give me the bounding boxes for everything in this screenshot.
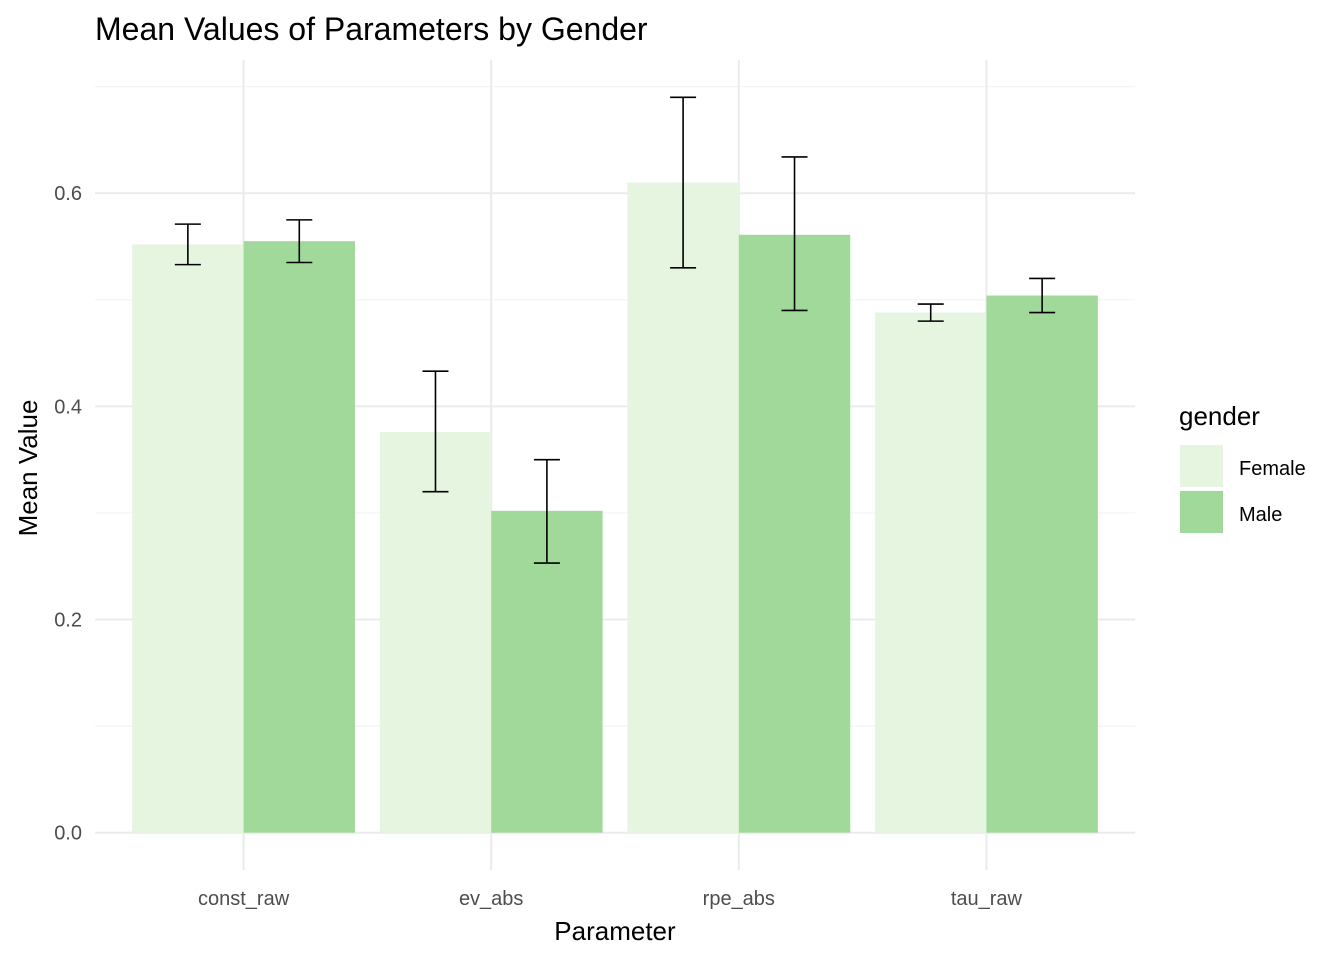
error-bar-female-ev-abs (422, 370, 449, 493)
y-tick-label: 0.4 (54, 396, 82, 418)
error-bar-male-const-raw (286, 219, 313, 264)
y-tick-label: 0.6 (54, 183, 82, 205)
bar-male-ev-abs (491, 510, 603, 833)
x-tick-label: ev_abs (459, 888, 524, 910)
legend: gender Female Male (1179, 401, 1306, 533)
y-tick-label: 0.2 (54, 610, 82, 632)
error-bar-male-rpe-abs (781, 156, 808, 312)
bar-female-rpe-abs (627, 182, 739, 833)
bar-male-rpe-abs (738, 234, 851, 833)
x-tick-label: rpe_abs (703, 888, 775, 910)
y-axis-ticks: 0.0 0.2 0.4 0.6 (54, 183, 82, 844)
x-tick-label: tau_raw (951, 888, 1023, 910)
legend-swatch-female (1180, 445, 1223, 487)
error-bars (174, 96, 1056, 564)
y-tick-label: 0.0 (54, 823, 82, 845)
error-bar-female-const-raw (174, 223, 201, 266)
bars (132, 182, 1098, 833)
bar-male-const-raw (243, 241, 355, 833)
bar-female-const-raw (132, 244, 244, 833)
error-bar-male-tau-raw (1029, 277, 1056, 314)
x-tick-label: const_raw (198, 888, 290, 910)
x-axis-ticks: const_raw ev_abs rpe_abs tau_raw (198, 888, 1023, 910)
error-bar-female-rpe-abs (670, 96, 697, 269)
x-axis-title: Parameter (554, 916, 676, 946)
bar-male-tau-raw (986, 295, 1098, 833)
bar-female-tau-raw (875, 312, 987, 833)
error-bar-male-ev-abs (533, 458, 560, 564)
bar-female-ev-abs (379, 431, 492, 833)
error-bar-female-tau-raw (917, 303, 944, 322)
legend-swatch-male (1180, 491, 1223, 533)
legend-label-female: Female (1239, 458, 1306, 480)
legend-title: gender (1179, 401, 1260, 431)
chart-title: Mean Values of Parameters by Gender (95, 11, 648, 47)
y-axis-title: Mean Value (13, 400, 43, 537)
legend-label-male: Male (1239, 504, 1282, 526)
